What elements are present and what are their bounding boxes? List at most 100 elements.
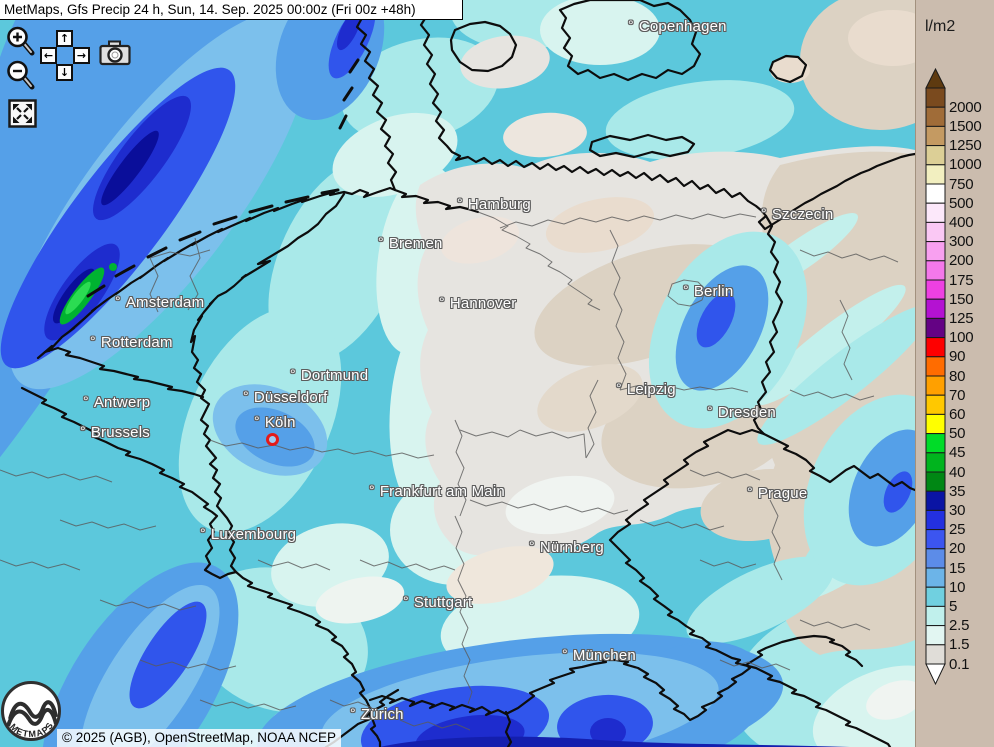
magnifier-minus-icon [7,60,35,90]
city-label-prague: ° Prague [747,484,808,502]
weather-map[interactable]: ° Copenhagen ° Hamburg ° Szczecin ° Bremen ° Hann… [0,0,915,747]
city-label-antwerp: ° Antwerp [83,393,151,411]
city-name: Zürich [360,706,404,723]
city-label-brussels: ° Brussels [80,423,150,441]
fullscreen-button[interactable] [8,99,37,128]
pan-right-button[interactable]: → [73,47,90,64]
legend-value-label: 80 [949,367,966,385]
title-bar: MetMaps, Gfs Precip 24 h, Sun, 14. Sep. … [0,0,463,20]
copyright-attribution[interactable]: © 2025 (AGB), OpenStreetMap, NOAA NCEP [57,729,342,747]
city-marker-icon: ° [747,484,753,500]
islands [86,0,808,298]
legend-value-label: 35 [949,482,966,500]
city-name: Leipzig [626,381,676,398]
city-name: Rotterdam [100,334,173,351]
city-name: Amsterdam [125,294,205,311]
city-name: Copenhagen [638,18,727,35]
city-name: Frankfurt am Main [379,483,505,500]
city-label-n-rnberg: ° Nürnberg [529,538,604,556]
city-marker-icon: ° [115,293,121,309]
legend-value-label: 90 [949,348,966,366]
city-marker-icon: ° [529,538,535,554]
city-marker-icon: ° [83,393,89,409]
legend-value-label: 15 [949,559,966,577]
zoom-out-button[interactable] [5,59,35,93]
legend-value-label: 200 [949,252,974,270]
region-borders [0,211,899,731]
city-label-copenhagen: ° Copenhagen [628,17,727,35]
legend-value-label: 300 [949,233,974,251]
city-name: Dortmund [300,367,369,384]
legend-value-label: 150 [949,290,974,308]
city-name: Antwerp [93,394,151,411]
city-marker-icon: ° [350,705,356,721]
fullscreen-icon [8,99,37,128]
city-label-frankfurt-am-main: ° Frankfurt am Main [369,483,505,500]
city-marker-icon: ° [457,195,463,211]
selected-location-marker [265,432,279,446]
city-marker-icon: ° [378,234,384,250]
city-name: Berlin [693,283,734,300]
legend-value-label: 1250 [949,137,982,155]
precip-fill-layer [0,0,915,747]
city-marker-icon: ° [707,403,713,419]
city-label-dresden: ° Dresden [707,403,776,421]
legend-value-label: 2000 [949,98,982,116]
city-name: Dresden [717,404,776,421]
camera-icon [99,40,131,66]
metmaps-logo: METMAPS [1,681,61,741]
city-label-rotterdam: ° Rotterdam [90,333,173,351]
legend-value-label: 45 [949,444,966,462]
city-label-leipzig: ° Leipzig [616,380,676,398]
city-label-m-nchen: ° München [562,647,636,664]
legend-value-label: 10 [949,578,966,596]
city-name: Nürnberg [539,539,604,556]
legend-value-label: 750 [949,175,974,193]
city-marker-icon: ° [628,17,634,33]
pan-left-button[interactable]: ← [40,47,57,64]
city-name: Stuttgart [413,594,473,611]
zoom-in-button[interactable] [5,25,35,59]
legend-value-label: 40 [949,463,966,481]
screenshot-button[interactable] [99,39,131,66]
city-name: Düsseldorf [253,389,328,406]
legend-value-label: 2.5 [949,617,970,635]
legend-value-label: 20 [949,540,966,558]
legend-value-label: 400 [949,213,974,231]
city-name: Szczecin [771,206,834,223]
city-name: Prague [757,485,808,502]
legend-value-label: 1500 [949,117,982,135]
city-name: Bremen [388,235,443,252]
legend-unit-label: l/m2 [925,18,956,35]
city-name: Köln [264,414,296,431]
city-name: Brussels [90,424,150,441]
city-marker-icon: ° [254,413,260,429]
pan-up-button[interactable]: ↑ [56,30,73,47]
legend-panel: l/m2 2000 1500 1250 1000 750 500 400 300 200 175 1… [915,0,994,747]
city-label-szczecin: ° Szczecin [761,205,834,223]
city-marker-icon: ° [761,205,767,221]
legend-value-label: 25 [949,521,966,539]
legend-value-label: 50 [949,425,966,443]
legend-value-label: 1000 [949,156,982,174]
city-label-k-ln: ° Köln [254,413,296,431]
legend-value-label: 100 [949,329,974,347]
legend-value-label: 5 [949,597,958,615]
city-label-stuttgart: ° Stuttgart [403,594,473,611]
city-label-z-rich: ° Zürich [350,705,404,723]
legend-value-label: 70 [949,386,966,404]
city-marker-icon: ° [616,380,622,396]
city-marker-icon: ° [439,294,445,310]
city-marker-icon: ° [200,525,206,541]
legend-color-scale: 2000 1500 1250 1000 750 500 400 300 200 175 150 125… [916,0,994,747]
city-marker-icon: ° [80,423,86,439]
city-name: München [572,647,636,664]
precip-map-canvas [0,0,915,747]
legend-value-label: 0.1 [949,655,970,673]
pan-down-button[interactable]: ↓ [56,64,73,81]
city-name: Hannover [449,295,517,312]
city-label-luxembourg: ° Luxembourg [200,525,296,543]
city-marker-icon: ° [90,333,96,349]
legend-value-label: 30 [949,501,966,519]
